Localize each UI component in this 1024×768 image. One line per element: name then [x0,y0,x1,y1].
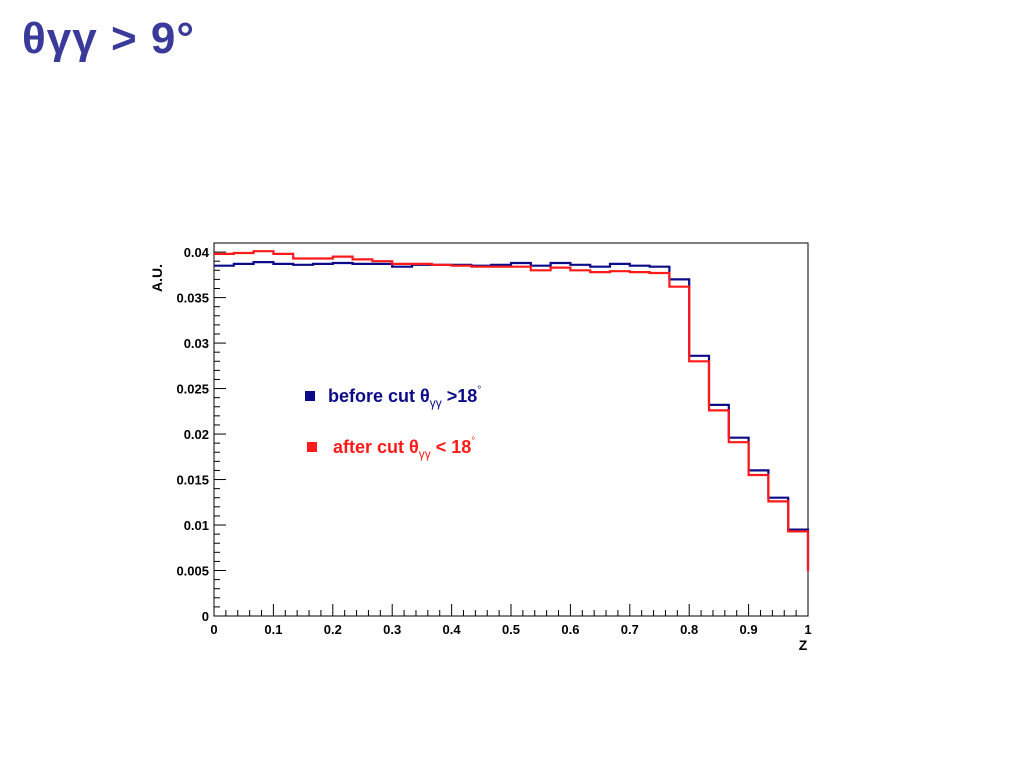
y-tick-label: 0.005 [176,564,209,579]
histogram-series [214,250,810,572]
y-axis-ticks: 0 0.005 0.01 0.015 0.02 0.025 0.03 0.035 0.04 [176,242,226,624]
y-tick-label: 0.01 [184,518,209,533]
x-tick-label: 0.4 [443,622,462,637]
y-tick-label: 0.02 [184,427,209,442]
y-tick-label: 0.025 [176,382,209,397]
x-axis-ticks: 0 0.1 0.2 0.3 0.4 0.5 0.6 0.7 0.8 0.9 1 [210,604,812,637]
slide-title: θγγ > 9° [22,14,195,63]
x-tick-label: 0.2 [324,622,342,637]
x-tick-label: 0.8 [680,622,698,637]
before-cut-histogram [214,261,810,571]
before-legend-label: before cut θγγ >18° [328,385,481,410]
y-tick-label: 0.015 [176,473,209,488]
x-tick-label: 0.7 [621,622,639,637]
x-tick-label: 0 [210,622,217,637]
y-tick-label: 0.03 [184,336,209,351]
x-tick-label: 0.5 [502,622,520,637]
y-tick-label: 0.04 [184,245,210,260]
after-legend-label: after cut θγγ < 18° [333,436,475,461]
x-tick-label: 0.1 [264,622,282,637]
before-legend-marker [305,391,315,401]
x-tick-label: 0.9 [740,622,758,637]
legend: before cut θγγ >18° after cut θγγ < 18° [305,385,481,461]
x-tick-label: 1 [804,622,811,637]
after-cut-histogram [214,250,810,572]
plot-frame [213,242,809,617]
y-tick-label: 0 [202,609,209,624]
x-axis-title: Z [799,637,808,653]
y-axis-title: A.U. [149,264,165,292]
x-tick-label: 0.6 [561,622,579,637]
after-legend-marker [307,442,317,452]
y-tick-label: 0.035 [176,291,209,306]
x-tick-label: 0.3 [383,622,401,637]
